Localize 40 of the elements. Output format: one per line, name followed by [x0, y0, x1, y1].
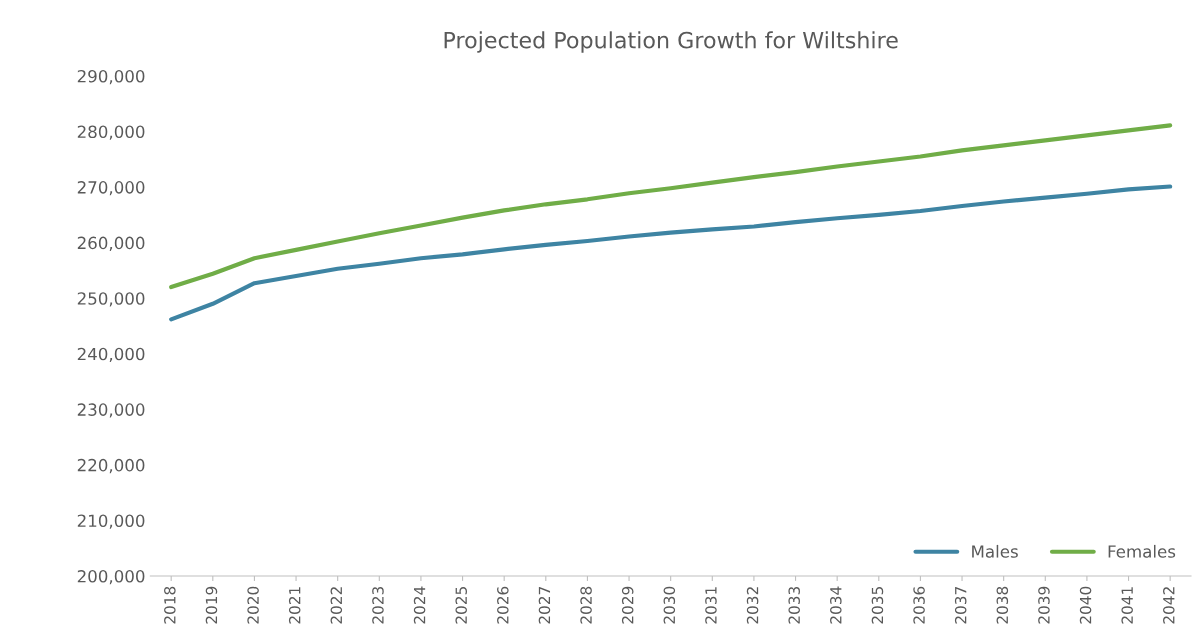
y-tick-label: 230,000 [77, 403, 145, 418]
y-tick-label: 240,000 [77, 347, 145, 363]
x-tick-label: 2041 [1121, 587, 1133, 624]
x-tick-label: 2033 [788, 586, 800, 624]
legend-label: Males [972, 544, 1018, 558]
x-tick-label: 2034 [830, 586, 842, 624]
x-tick-label: 2018 [164, 586, 176, 624]
x-tick-label: 2030 [663, 586, 676, 624]
x-tick-label: 2037 [954, 587, 967, 624]
x-tick-label: 2020 [247, 586, 259, 624]
x-tick-label: 2019 [205, 586, 218, 624]
x-tick-label: 2024 [413, 586, 426, 624]
x-tick-label: 2039 [1038, 586, 1050, 624]
x-tick-label: 2027 [538, 587, 551, 624]
y-tick-label: 210,000 [77, 514, 145, 529]
line-series [169, 123, 1173, 290]
y-tick-label: 220,000 [77, 458, 145, 474]
y-tick-label: 270,000 [77, 181, 145, 196]
x-tick-label: 2040 [1079, 586, 1092, 624]
y-tick-label: 200,000 [77, 569, 145, 585]
legend-label: Females [1108, 544, 1176, 558]
x-tick-label: 2025 [455, 587, 467, 624]
x-tick-label: 2023 [372, 586, 384, 624]
chart-title: Projected Population Growth for Wiltshire [444, 31, 898, 53]
y-tick-label: 250,000 [77, 292, 145, 307]
x-tick-label: 2038 [996, 586, 1009, 624]
y-tick-label: 260,000 [77, 236, 145, 251]
x-tick-label: 2026 [497, 586, 509, 624]
x-tick-label: 2036 [913, 586, 925, 624]
x-tick-label: 2021 [288, 587, 301, 624]
x-tick-label: 2028 [580, 586, 592, 624]
x-tick-label: 2032 [746, 587, 759, 624]
x-tick-label: 2029 [621, 586, 634, 624]
x-tick-label: 2031 [705, 587, 717, 624]
y-tick-label: 280,000 [77, 125, 145, 140]
x-tick-label: 2042 [1163, 587, 1175, 624]
x-tick-label: 2035 [871, 587, 884, 624]
x-tick-label: 2022 [330, 587, 343, 624]
y-tick-label: 290,000 [77, 69, 145, 85]
line-series [169, 184, 1173, 322]
